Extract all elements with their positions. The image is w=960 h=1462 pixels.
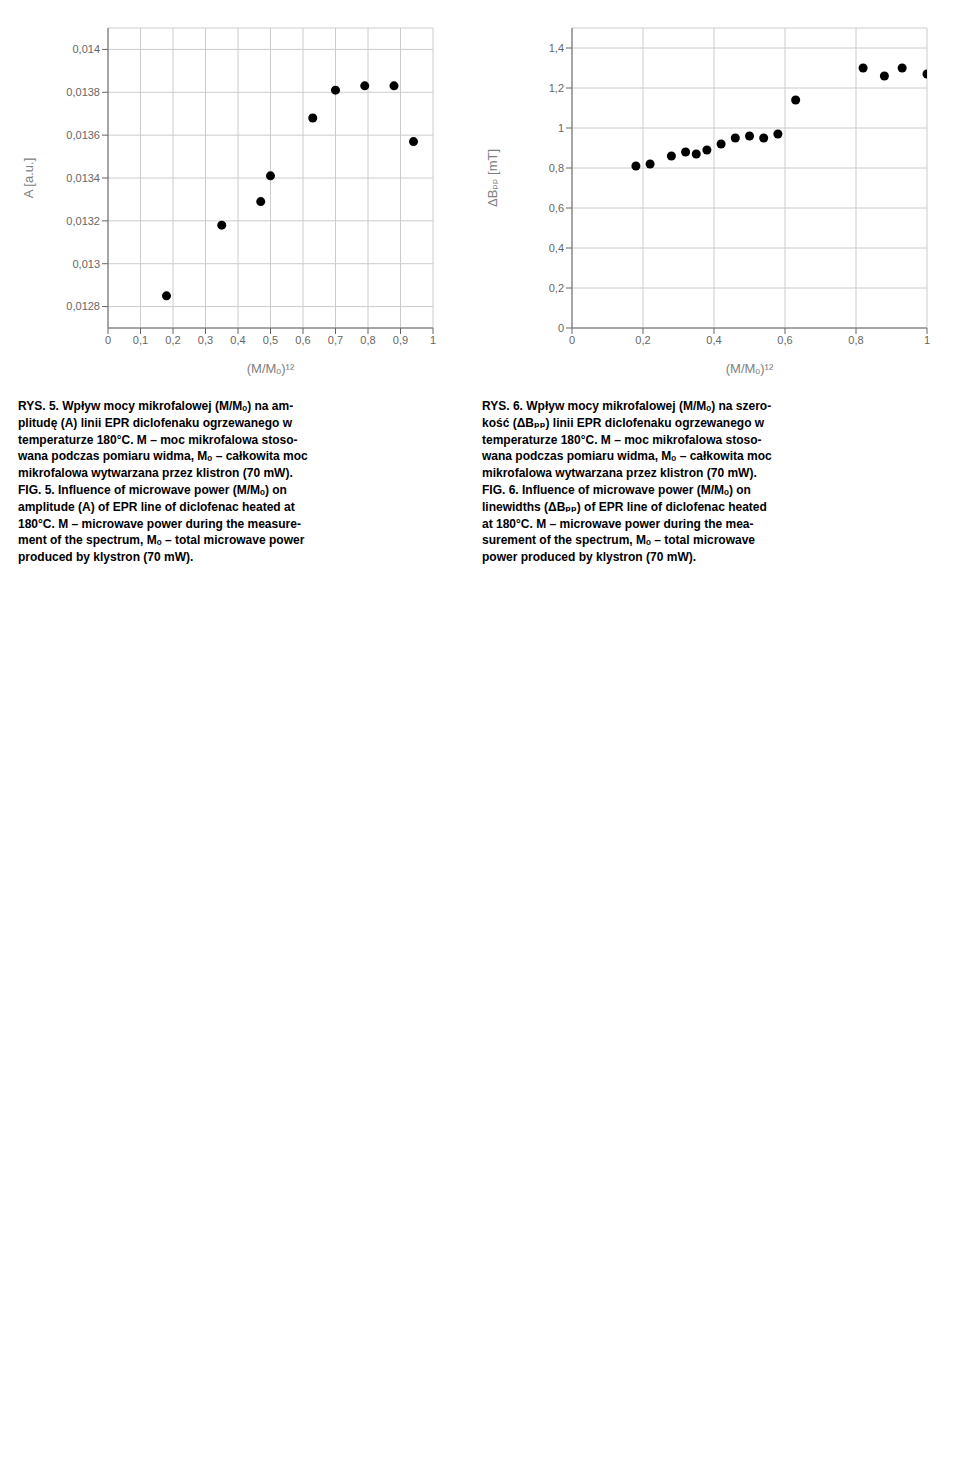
svg-text:1: 1 xyxy=(558,122,564,134)
svg-text:0,0132: 0,0132 xyxy=(66,215,100,227)
svg-text:0,2: 0,2 xyxy=(549,282,564,294)
svg-text:1,2: 1,2 xyxy=(549,82,564,94)
svg-text:(M/Mₒ)¹²: (M/Mₒ)¹² xyxy=(726,361,774,376)
svg-text:0,9: 0,9 xyxy=(393,334,408,346)
svg-text:ΔBₚₚ [mT]: ΔBₚₚ [mT] xyxy=(485,149,500,207)
svg-text:0,0136: 0,0136 xyxy=(66,129,100,141)
svg-text:0,4: 0,4 xyxy=(706,334,721,346)
svg-text:0,2: 0,2 xyxy=(635,334,650,346)
svg-text:0,5: 0,5 xyxy=(263,334,278,346)
svg-text:0,4: 0,4 xyxy=(549,242,564,254)
svg-text:1,4: 1,4 xyxy=(549,42,564,54)
svg-text:1: 1 xyxy=(924,334,930,346)
svg-text:1: 1 xyxy=(430,334,436,346)
svg-text:0,8: 0,8 xyxy=(360,334,375,346)
svg-text:0: 0 xyxy=(569,334,575,346)
html-text:RYS. 6. Wpływ mocy mikrofalowe: RYS. 6. Wpływ mocy mikrofalowej (M/Mₒ) n… xyxy=(482,399,772,565)
svg-text:(M/Mₒ)¹²: (M/Mₒ)¹² xyxy=(247,361,295,376)
svg-text:0,3: 0,3 xyxy=(198,334,213,346)
svg-text:0,6: 0,6 xyxy=(549,202,564,214)
svg-text:0,4: 0,4 xyxy=(230,334,245,346)
svg-text:0,6: 0,6 xyxy=(777,334,792,346)
svg-text:A [a.u.]: A [a.u.] xyxy=(21,158,36,198)
svg-text:0,8: 0,8 xyxy=(848,334,863,346)
svg-text:0,014: 0,014 xyxy=(72,43,100,55)
svg-text:0,0128: 0,0128 xyxy=(66,300,100,312)
svg-text:0,0134: 0,0134 xyxy=(66,172,100,184)
svg-text:0,7: 0,7 xyxy=(328,334,343,346)
svg-text:0,2: 0,2 xyxy=(165,334,180,346)
svg-text:0: 0 xyxy=(105,334,111,346)
svg-text:0,1: 0,1 xyxy=(133,334,148,346)
svg-text:0,6: 0,6 xyxy=(295,334,310,346)
svg-text:0,8: 0,8 xyxy=(549,162,564,174)
html-text:RYS. 5. Wpływ mocy mikrofalowe: RYS. 5. Wpływ mocy mikrofalowej (M/Mₒ) n… xyxy=(18,399,308,565)
svg-text:0,013: 0,013 xyxy=(72,258,100,270)
svg-text:0: 0 xyxy=(558,322,564,334)
svg-text:0,0138: 0,0138 xyxy=(66,86,100,98)
